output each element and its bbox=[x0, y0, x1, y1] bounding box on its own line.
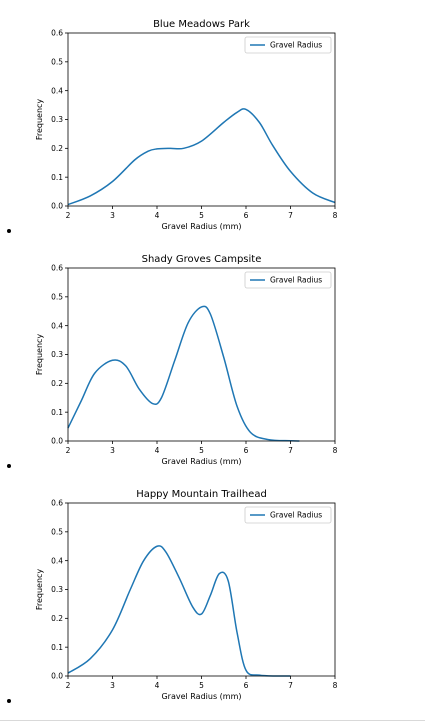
legend-label: Gravel Radius bbox=[270, 276, 322, 285]
y-tick-label: 0.3 bbox=[51, 115, 63, 124]
plot-frame bbox=[67, 32, 336, 207]
y-tick-label: 0.3 bbox=[51, 585, 63, 594]
plot-frame bbox=[67, 502, 336, 677]
y-axis-label: Frequency bbox=[35, 334, 44, 376]
legend-box bbox=[244, 271, 332, 289]
chart-panel: Happy Mountain Trailhead 2 3 4 5 6 7 8 0.0 0.1 0.2… bbox=[0, 470, 425, 705]
x-tick-label: 4 bbox=[155, 681, 160, 690]
y-tick-label: 0.4 bbox=[51, 556, 63, 565]
x-tick-label: 2 bbox=[66, 681, 71, 690]
y-tick-label: 0.6 bbox=[51, 264, 63, 273]
x-tick-label: 3 bbox=[110, 446, 115, 455]
series-line-gravel-radius bbox=[67, 545, 291, 677]
x-tick-label: 5 bbox=[199, 446, 204, 455]
y-tick-label: 0.2 bbox=[51, 379, 63, 388]
y-tick-label: 0.3 bbox=[51, 350, 63, 359]
y-tick-label: 0.1 bbox=[51, 643, 63, 652]
y-tick-label: 0.4 bbox=[51, 321, 63, 330]
legend-box bbox=[244, 506, 332, 524]
y-tick-label: 0.0 bbox=[51, 202, 63, 211]
y-axis-label: Frequency bbox=[35, 569, 44, 611]
legend-label: Gravel Radius bbox=[270, 41, 322, 50]
plot-frame bbox=[67, 267, 336, 442]
chart-panel: Shady Groves Campsite 2 3 4 5 6 7 8 0.0 0.1 0.2 0.3… bbox=[0, 235, 425, 470]
y-tick-label: 0.5 bbox=[51, 527, 63, 536]
y-tick-label: 0.2 bbox=[51, 614, 63, 623]
x-axis-label: Gravel Radius (mm) bbox=[161, 222, 241, 231]
x-axis-label: Gravel Radius (mm) bbox=[161, 457, 241, 466]
list-bullet bbox=[7, 464, 11, 468]
x-tick-label: 8 bbox=[333, 681, 338, 690]
y-tick-label: 0.6 bbox=[51, 29, 63, 38]
chart-svg: Blue Meadows Park 2 3 4 5 6 7 8 0.0 0.1 0.2 0.3 0.4 0… bbox=[35, 19, 338, 231]
x-tick-label: 4 bbox=[155, 446, 160, 455]
x-tick-label: 6 bbox=[244, 681, 249, 690]
x-tick-label: 7 bbox=[288, 446, 293, 455]
x-tick-label: 7 bbox=[288, 211, 293, 220]
x-tick-label: 5 bbox=[199, 681, 204, 690]
legend-label: Gravel Radius bbox=[270, 511, 322, 520]
y-tick-label: 0.5 bbox=[51, 292, 63, 301]
x-tick-label: 4 bbox=[155, 211, 160, 220]
y-tick-label: 0.0 bbox=[51, 672, 63, 681]
y-tick-label: 0.5 bbox=[51, 57, 63, 66]
x-tick-label: 3 bbox=[110, 681, 115, 690]
y-tick-label: 0.6 bbox=[51, 499, 63, 508]
chart-title: Happy Mountain Trailhead bbox=[136, 489, 267, 500]
x-tick-label: 7 bbox=[288, 681, 293, 690]
chart-svg: Shady Groves Campsite 2 3 4 5 6 7 8 0.0 0.1 0.2 0.3… bbox=[35, 254, 338, 466]
x-tick-label: 8 bbox=[333, 211, 338, 220]
y-axis-label: Frequency bbox=[35, 99, 44, 141]
series-line-gravel-radius bbox=[67, 108, 336, 206]
x-tick-label: 3 bbox=[110, 211, 115, 220]
y-tick-label: 0.4 bbox=[51, 86, 63, 95]
list-bullet bbox=[7, 229, 11, 233]
series-line-gravel-radius bbox=[67, 305, 300, 442]
chart-panel: Blue Meadows Park 2 3 4 5 6 7 8 0.0 0.1 0.2 0.3 0.4 0… bbox=[0, 0, 425, 235]
y-tick-label: 0.1 bbox=[51, 408, 63, 417]
x-tick-label: 2 bbox=[66, 211, 71, 220]
y-tick-label: 0.0 bbox=[51, 437, 63, 446]
x-axis-label: Gravel Radius (mm) bbox=[161, 692, 241, 701]
x-tick-label: 6 bbox=[244, 211, 249, 220]
chart-title: Blue Meadows Park bbox=[153, 19, 250, 30]
y-tick-label: 0.2 bbox=[51, 144, 63, 153]
chart-svg: Happy Mountain Trailhead 2 3 4 5 6 7 8 0.0 0.1 0.2… bbox=[35, 489, 338, 701]
legend-box bbox=[244, 36, 332, 54]
bottom-divider bbox=[0, 720, 425, 721]
chart-title: Shady Groves Campsite bbox=[142, 254, 262, 265]
x-tick-label: 5 bbox=[199, 211, 204, 220]
x-tick-label: 2 bbox=[66, 446, 71, 455]
y-tick-label: 0.1 bbox=[51, 173, 63, 182]
list-bullet bbox=[7, 699, 11, 703]
x-tick-label: 6 bbox=[244, 446, 249, 455]
x-tick-label: 8 bbox=[333, 446, 338, 455]
